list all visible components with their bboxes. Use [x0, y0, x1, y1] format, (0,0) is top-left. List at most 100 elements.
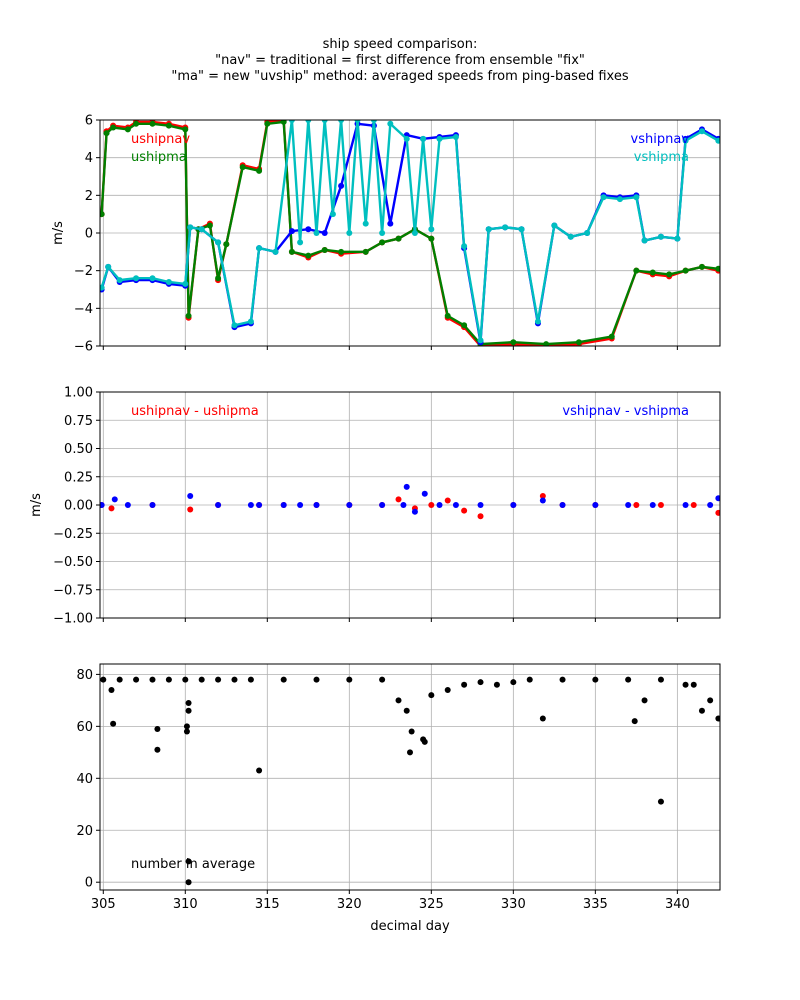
point-number-in-average: [198, 676, 205, 683]
title-line-2: "nav" = traditional = first difference f…: [215, 53, 585, 68]
point-number-in-average: [395, 697, 402, 704]
point-vshipma: [297, 239, 304, 246]
point-vshipnav: [321, 230, 328, 236]
point-number-in-average: [346, 676, 353, 683]
point-number-in-average: [493, 681, 500, 688]
point-vshipma: [370, 120, 377, 123]
point-ushipnav-ushipma: [690, 502, 697, 508]
point-number-in-average: [698, 707, 705, 714]
point-vshipnav-vshipma: [100, 502, 105, 508]
point-vshipma: [420, 135, 427, 142]
point-ushipma: [682, 267, 689, 274]
point-vshipma: [584, 230, 591, 236]
point-vshipnav-vshipma: [149, 502, 156, 508]
legend-entry: ushipnav: [131, 132, 190, 147]
point-vshipma: [502, 224, 509, 231]
plot-area: [100, 676, 720, 886]
point-number-in-average: [625, 676, 632, 683]
point-vshipma: [182, 280, 189, 287]
point-ushipma: [124, 126, 131, 133]
point-ushipma: [223, 241, 230, 248]
point-ushipma: [649, 269, 656, 276]
point-vshipnav-vshipma: [297, 502, 304, 508]
legend-entry: vshipma: [634, 150, 689, 165]
point-ushipma: [338, 248, 345, 255]
point-number-in-average: [461, 681, 468, 688]
y-tick-label: 0.00: [64, 499, 93, 514]
point-number-in-average: [403, 707, 410, 714]
point-vshipnav-vshipma: [649, 502, 656, 508]
point-vshipnav-vshipma: [625, 502, 632, 508]
plot-area: [100, 483, 720, 520]
point-ushipma: [100, 211, 105, 218]
point-ushipma: [103, 130, 110, 137]
point-ushipma: [149, 120, 156, 127]
point-vshipnav-vshipma: [346, 502, 353, 508]
point-ushipnav-ushipma: [395, 496, 402, 503]
y-tick-label: 0: [85, 876, 93, 891]
point-vshipma: [272, 248, 279, 255]
x-axis-label: decimal day: [370, 919, 450, 934]
y-tick-label: −4: [74, 302, 93, 317]
point-ushipma: [215, 275, 222, 282]
point-number-in-average: [715, 715, 720, 722]
point-ushipma: [182, 126, 189, 133]
point-vshipnav-vshipma: [421, 490, 428, 497]
point-ushipma: [461, 322, 468, 329]
point-vshipma: [198, 226, 205, 233]
legend-entry: vshipnav - vshipma: [562, 404, 689, 419]
point-vshipma: [305, 120, 312, 123]
point-vshipnav-vshipma: [280, 502, 287, 508]
point-ushipma: [715, 265, 720, 272]
point-number-in-average: [215, 676, 222, 683]
point-ushipma: [185, 312, 192, 319]
point-ushipma: [256, 167, 263, 174]
legend-entry: vshipnav: [631, 132, 690, 147]
point-ushipma: [133, 120, 140, 127]
point-vshipma: [165, 278, 172, 285]
point-number-in-average: [682, 681, 689, 688]
point-ushipnav-ushipma: [461, 507, 468, 514]
point-number-in-average: [657, 798, 664, 805]
y-tick-label: 2: [85, 189, 93, 204]
point-ushipma: [444, 312, 451, 319]
y-tick-label: −1.00: [53, 612, 93, 627]
point-number-in-average: [116, 676, 123, 683]
point-vshipma: [149, 275, 156, 282]
point-vshipma: [436, 135, 443, 142]
point-ushipma: [305, 252, 312, 259]
y-tick-label: 20: [76, 824, 93, 839]
y-tick-label: −2: [74, 264, 93, 279]
point-vshipnav-vshipma: [436, 502, 443, 508]
point-number-in-average: [280, 676, 287, 683]
y-tick-label: 0.75: [64, 414, 93, 429]
point-vshipma: [616, 196, 623, 203]
point-vshipma: [477, 337, 484, 344]
point-vshipnav: [288, 228, 295, 235]
point-vshipma: [362, 220, 369, 227]
x-tick-label: 325: [419, 897, 444, 912]
y-tick-label: 4: [85, 151, 93, 166]
legend-entry: ushipma: [131, 150, 187, 165]
point-vshipnav-vshipma: [247, 502, 254, 508]
point-vshipnav-vshipma: [403, 483, 410, 490]
point-number-in-average: [379, 676, 386, 683]
point-vshipnav-vshipma: [477, 502, 484, 508]
point-vshipnav-vshipma: [592, 502, 599, 508]
plot-area: [100, 120, 720, 346]
point-number-in-average: [110, 720, 117, 727]
point-number-in-average: [231, 676, 238, 683]
point-vshipnav-vshipma: [707, 502, 714, 508]
point-vshipma: [534, 318, 541, 325]
point-vshipnav: [338, 182, 345, 189]
point-vshipma: [567, 233, 574, 240]
point-vshipma: [346, 230, 353, 236]
x-tick-label: 335: [583, 897, 608, 912]
title-line-3: "ma" = new "uvship" method: averaged spe…: [171, 69, 628, 84]
point-number-in-average: [185, 858, 192, 865]
point-ushipma: [510, 339, 517, 346]
figure-title: ship speed comparison: "nav" = tradition…: [171, 37, 628, 84]
y-tick-label: 0.50: [64, 442, 93, 457]
axes-frame: [99, 663, 721, 891]
point-vshipma: [551, 222, 558, 229]
